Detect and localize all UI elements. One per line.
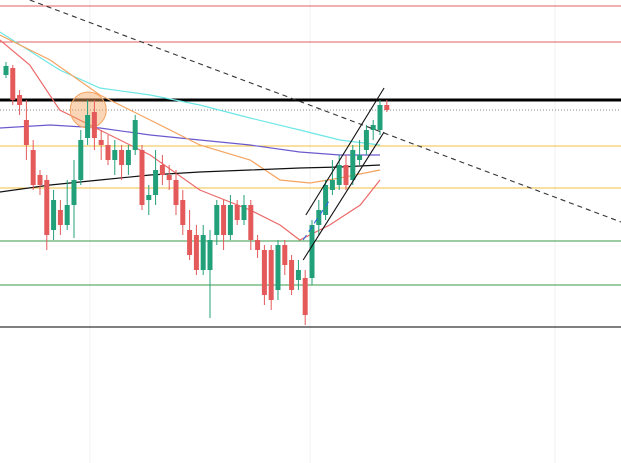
candle-body — [302, 278, 308, 315]
candle-body — [289, 260, 295, 290]
candle-body — [17, 95, 23, 105]
candle-body — [343, 165, 349, 185]
candle-body — [255, 240, 261, 250]
candle-body — [329, 180, 335, 190]
candle-body — [37, 175, 43, 185]
candle-body — [98, 140, 104, 145]
candle-body — [85, 115, 91, 138]
trend-line — [302, 199, 331, 241]
candle-body — [363, 130, 369, 150]
candle-body — [166, 175, 172, 180]
candle-body — [309, 225, 315, 278]
candle-body — [146, 195, 152, 200]
moving-average — [0, 34, 381, 184]
moving-average — [0, 124, 380, 156]
candle-body — [350, 150, 356, 180]
moving-average — [0, 39, 381, 241]
candle-body — [139, 150, 145, 205]
candle-body — [10, 68, 16, 100]
candle-body — [234, 205, 240, 220]
candle-body — [275, 245, 281, 290]
trend-line — [302, 131, 385, 261]
candle-body — [91, 112, 97, 138]
candle-body — [125, 150, 131, 165]
candle-body — [261, 250, 267, 295]
candle-body — [295, 270, 301, 280]
candle-body — [30, 150, 36, 185]
candle-body — [193, 235, 199, 270]
candle-body — [268, 250, 274, 300]
candle-body — [384, 105, 390, 110]
background-grid — [89, 0, 556, 463]
candle-body — [221, 205, 227, 235]
candle-body — [370, 125, 376, 130]
candle-body — [71, 180, 77, 205]
candle-body — [357, 155, 363, 160]
candle-body — [105, 145, 111, 160]
candle-body — [241, 205, 247, 220]
candle-body — [119, 150, 125, 165]
candle-body — [3, 66, 9, 75]
candle-body — [323, 185, 329, 215]
candle-body — [132, 120, 138, 150]
candle-body — [57, 210, 63, 225]
candle-body — [316, 210, 322, 225]
candle-body — [336, 165, 342, 185]
candle-body — [173, 180, 179, 205]
candle-body — [282, 245, 288, 265]
candle-body — [187, 230, 193, 255]
moving-average — [0, 31, 381, 146]
candle-body — [159, 165, 165, 175]
candle-body — [44, 180, 50, 235]
candle-body — [153, 170, 159, 195]
candle-body — [64, 205, 70, 225]
candle-body — [23, 120, 29, 145]
candle-body — [207, 240, 213, 270]
candle-body — [248, 205, 254, 240]
candle-body — [214, 205, 220, 235]
candle-body — [112, 150, 118, 160]
candle-body — [180, 200, 186, 225]
trend-line — [29, 0, 621, 223]
candle-body — [51, 200, 57, 230]
candle-body — [200, 235, 206, 270]
candle-body — [377, 105, 383, 130]
trend-line — [305, 87, 385, 216]
candle-body — [78, 140, 84, 180]
candle-body — [227, 205, 233, 235]
